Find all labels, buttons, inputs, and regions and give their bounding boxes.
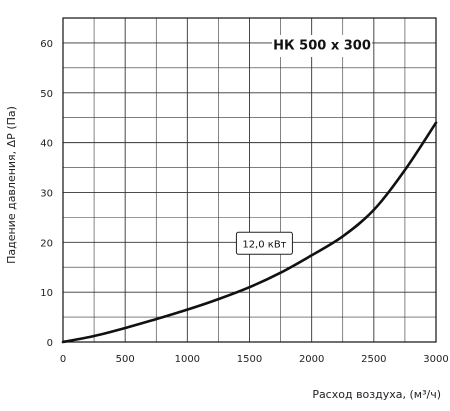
- y-tick-label: 50: [40, 89, 53, 100]
- x-tick-label: 3000: [423, 354, 448, 365]
- chart-title: НК 500 х 300: [273, 39, 371, 54]
- y-tick-label: 40: [40, 139, 53, 150]
- y-tick-label: 20: [40, 238, 53, 249]
- x-tick-label: 1500: [237, 354, 262, 365]
- y-tick-label: 60: [40, 39, 53, 50]
- y-tick-label: 10: [40, 288, 53, 299]
- y-tick-label: 30: [40, 188, 53, 199]
- plot-frame: [62, 17, 437, 343]
- series-label: 12,0 кВт: [242, 239, 286, 250]
- title-box: [272, 35, 372, 57]
- x-tick-label: 2500: [361, 354, 386, 365]
- series-label-box: 12,0 кВт: [235, 231, 293, 255]
- x-tick-label: 1000: [175, 354, 200, 365]
- series-label-frame: [235, 231, 293, 255]
- y-axis-label: Падение давления, ΔР (Па): [5, 106, 18, 264]
- x-tick-label: 2000: [299, 354, 324, 365]
- tick-labels: 0 500 1000 1500 2000 2500 3000 0 10 20 30 40 50 60: [40, 39, 448, 365]
- x-axis-label: Расход воздуха, (м³/ч): [312, 388, 441, 401]
- x-tick-label: 0: [60, 354, 66, 365]
- data-series-line: [61, 121, 438, 344]
- chart-title-box: НК 500 х 300: [272, 35, 372, 57]
- y-tick-label: 0: [47, 338, 53, 349]
- x-tick-label: 500: [116, 354, 135, 365]
- grid: [63, 18, 436, 342]
